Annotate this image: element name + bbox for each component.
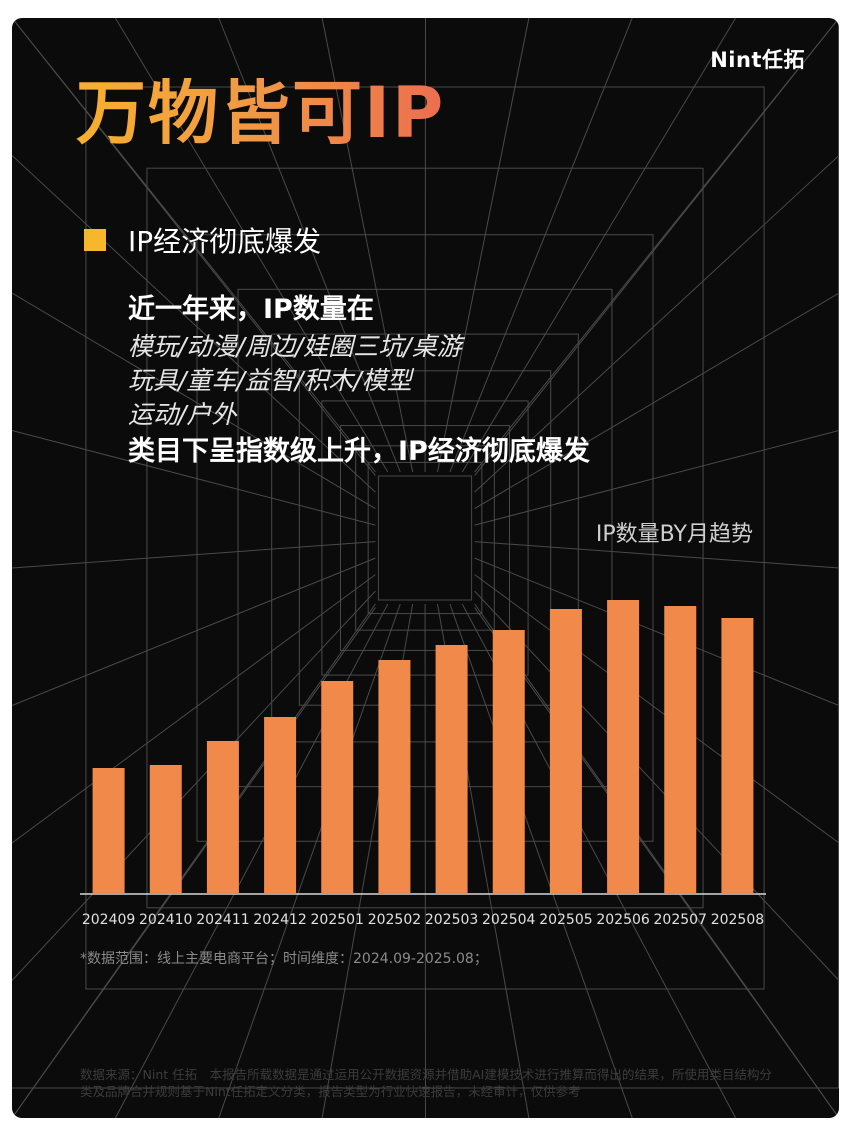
x-tick-label: 202504 xyxy=(482,912,536,928)
x-tick-label: 202503 xyxy=(425,912,478,928)
body-line-1: 近一年来，IP数量在 xyxy=(128,294,374,325)
x-tick-label: 202412 xyxy=(253,912,306,928)
chart-title: IP数量BY月趋势 xyxy=(595,522,753,547)
poster: Nint任拓 万物皆可IP IP经济彻底爆发 近一年来，IP数量在 模玩/动漫/… xyxy=(12,18,839,1118)
bar-202506 xyxy=(607,600,640,894)
x-tick-label: 202502 xyxy=(368,912,421,928)
bar-202503 xyxy=(435,645,468,894)
x-tick-label: 202411 xyxy=(196,912,249,928)
x-tick-label: 202506 xyxy=(596,912,650,928)
bar-202505 xyxy=(549,609,582,894)
bar-202501 xyxy=(321,681,354,894)
bar-chart: 202409 202410 202411 202412 202501 202502 2025… xyxy=(80,600,766,928)
page-title: 万物皆可IP xyxy=(76,72,446,154)
bar-202411 xyxy=(206,741,239,894)
data-scope-note: *数据范围：线上主要电商平台；时间维度：2024.09-2025.08； xyxy=(80,951,488,967)
section-label: IP经济彻底爆发 xyxy=(128,225,322,258)
bar-202508 xyxy=(721,618,754,894)
body-line-2: 模玩/动漫/周边/娃圈三坑/桌游 xyxy=(128,332,462,361)
bar-202507 xyxy=(664,606,697,894)
bar-202412 xyxy=(264,717,297,894)
x-tick-label: 202501 xyxy=(311,912,364,928)
bar-202502 xyxy=(378,660,411,894)
x-tick-label: 202409 xyxy=(82,912,135,928)
section-heading: IP经济彻底爆发 xyxy=(84,220,321,260)
body-line-4: 运动/户外 xyxy=(128,400,237,429)
bar-202409 xyxy=(92,768,125,894)
x-tick-label: 202508 xyxy=(711,912,764,928)
body-line-5: 类目下呈指数级上升，IP经济彻底爆发 xyxy=(128,436,590,467)
footer-disclaimer: 数据来源：Nint 任拓 本报告所载数据是通过运用公开数据资源并借助AI建模技术… xyxy=(80,1067,772,1099)
x-tick-label: 202507 xyxy=(654,912,707,928)
x-tick-label: 202505 xyxy=(539,912,592,928)
bar-202410 xyxy=(149,765,182,894)
body-text: 近一年来，IP数量在 模玩/动漫/周边/娃圈三坑/桌游 玩具/童车/益智/积木/… xyxy=(128,290,590,472)
x-tick-label: 202410 xyxy=(139,912,192,928)
background-grid xyxy=(12,18,839,1118)
body-line-3: 玩具/童车/益智/积木/模型 xyxy=(128,366,412,395)
brand-logo: Nint任拓 xyxy=(710,48,805,72)
bar-202504 xyxy=(492,630,525,894)
bullet-square-icon xyxy=(84,229,106,251)
